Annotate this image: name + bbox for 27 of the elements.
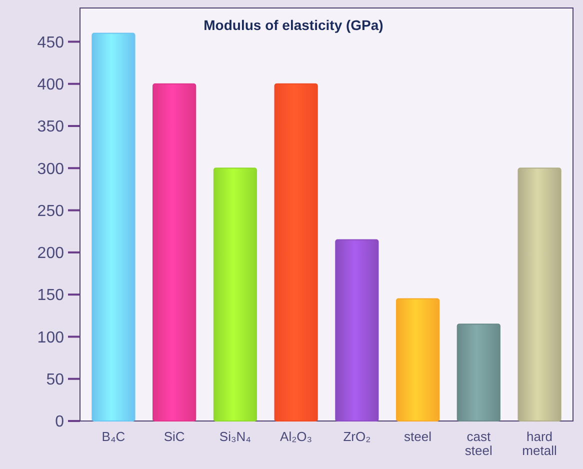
x-tick-label: ZrO₂: [343, 429, 371, 444]
x-tick-label: SiC: [164, 429, 185, 444]
x-tick-label: steel: [404, 429, 432, 444]
bar: [456, 324, 500, 422]
text: Modulus of elasticity (GPa): [204, 17, 384, 33]
x-tick-label: Al₂O₃: [280, 429, 312, 444]
bar: [396, 298, 440, 422]
y-tick-label: 200: [37, 245, 64, 262]
y-tick-label: 150: [37, 287, 64, 304]
y-tick-label: 350: [37, 118, 64, 136]
bar: [92, 32, 136, 422]
bar: [274, 83, 318, 422]
y-tick-label: 250: [37, 202, 64, 220]
bar: [213, 168, 258, 422]
y-tick-label: 450: [37, 34, 64, 52]
y-tick-label: 100: [37, 329, 64, 346]
y-tick-label: 0: [55, 414, 64, 431]
bar: [152, 83, 196, 422]
bar: [518, 168, 562, 422]
y-tick-label: 50: [46, 371, 64, 388]
x-tick-label: hard metall: [522, 429, 557, 458]
y-tick-label: 300: [37, 160, 64, 178]
x-tick-label: cast steel: [464, 429, 492, 458]
bar: [335, 239, 379, 422]
x-tick-label: B₄C: [102, 429, 126, 444]
x-tick-label: Si₃N₄: [219, 429, 251, 444]
y-tick-label: 400: [37, 76, 64, 94]
